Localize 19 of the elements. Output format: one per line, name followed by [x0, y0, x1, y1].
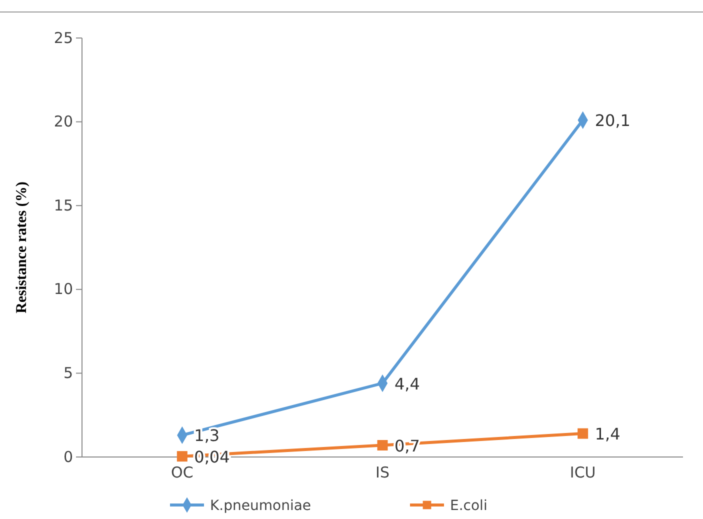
y-tick-label: 0 [63, 448, 73, 466]
y-tick-label: 20 [54, 112, 73, 131]
point [377, 440, 388, 451]
x-tick-label: IS [376, 464, 390, 482]
x-tick-label: OC [171, 464, 194, 482]
data-label: 20,1 [594, 111, 630, 130]
y-tick-label: 5 [63, 364, 73, 382]
legend-label: E.coli [450, 498, 488, 514]
point [176, 451, 188, 462]
y-tick-label: 10 [54, 280, 73, 298]
data-label: 1,3 [194, 426, 220, 446]
x-tick-label: ICU [570, 464, 596, 482]
point [578, 428, 588, 439]
y-tick-label: 15 [54, 196, 73, 214]
y-axis-title: Resistance rates (%) [14, 182, 30, 314]
data-label: 1,4 [594, 424, 620, 444]
data-label: 4,4 [394, 374, 420, 394]
legend-label: K.pneumoniae [210, 498, 312, 514]
y-tick-label: 25 [54, 28, 73, 47]
